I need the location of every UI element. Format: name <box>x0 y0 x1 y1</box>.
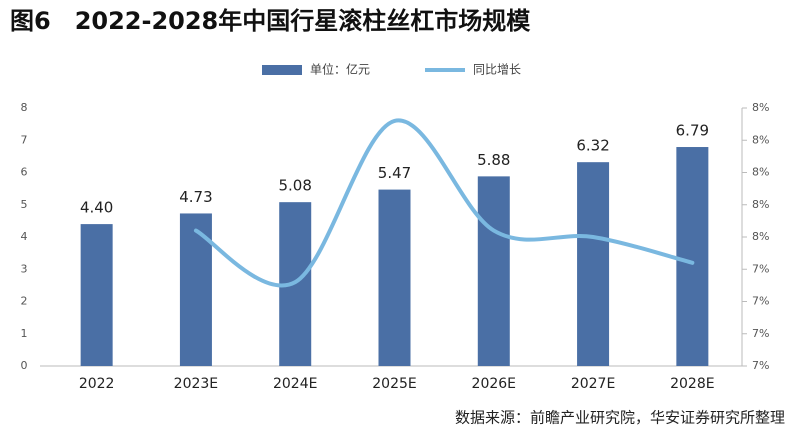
y-tick-label: 2 <box>21 295 28 308</box>
y-tick-label: 1 <box>21 327 28 340</box>
value-label: 5.47 <box>378 164 411 182</box>
value-label: 4.73 <box>179 188 212 206</box>
y2-tick-label: 7% <box>752 327 769 340</box>
value-label: 6.79 <box>676 122 709 140</box>
bar <box>80 224 113 366</box>
legend-label: 同比增长 <box>473 63 521 77</box>
bar <box>179 213 212 366</box>
bar <box>477 176 510 366</box>
y2-tick-label: 8% <box>752 230 769 243</box>
x-tick-label: 2026E <box>472 376 516 392</box>
y2-tick-label: 8% <box>752 198 769 211</box>
y2-tick-label: 7% <box>752 262 769 275</box>
y-tick-label: 5 <box>21 198 28 211</box>
bar <box>577 162 610 366</box>
y-tick-label: 8 <box>21 101 28 114</box>
y-tick-label: 7 <box>21 133 28 146</box>
y2-tick-label: 7% <box>752 359 769 372</box>
bar <box>378 189 411 366</box>
y2-tick-label: 8% <box>752 101 769 114</box>
y-tick-label: 6 <box>21 166 28 179</box>
chart-title: 图6 2022-2028年中国行星滚柱丝杠市场规模 <box>10 7 531 35</box>
x-tick-label: 2023E <box>174 376 218 392</box>
value-label: 4.40 <box>80 199 113 217</box>
x-tick-label: 2027E <box>571 376 615 392</box>
x-tick-label: 2024E <box>273 376 317 392</box>
line <box>193 118 695 288</box>
y-tick-label: 3 <box>21 262 28 275</box>
y2-tick-label: 8% <box>752 133 769 146</box>
x-tick-label: 2025E <box>372 376 416 392</box>
y2-tick-label: 7% <box>752 295 769 308</box>
legend-label: 单位：亿元 <box>310 62 370 77</box>
y-tick-label: 0 <box>21 359 28 372</box>
source-note: 数据来源：前瞻产业研究院，华安证券研究所整理 <box>455 409 785 427</box>
x-tick-label: 2028E <box>670 376 714 392</box>
value-label: 5.08 <box>279 177 312 195</box>
legend-swatch <box>262 65 302 75</box>
bar <box>676 147 709 366</box>
y-tick-label: 4 <box>21 230 28 243</box>
value-label: 5.88 <box>477 151 510 169</box>
value-label: 6.32 <box>576 137 609 155</box>
x-tick-label: 2022 <box>79 376 115 392</box>
y2-tick-label: 8% <box>752 166 769 179</box>
